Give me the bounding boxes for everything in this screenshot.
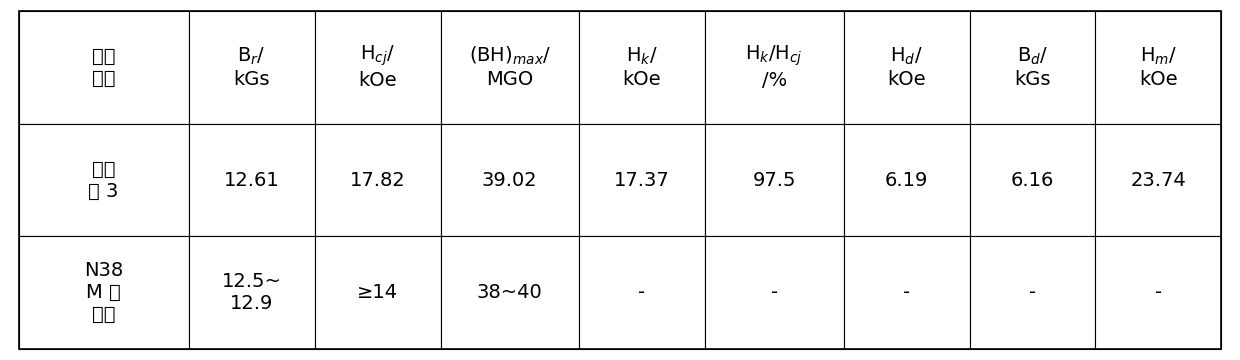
Bar	[315, 237, 440, 349]
Text: 12.5~
12.9: 12.5~ 12.9	[222, 272, 281, 313]
Text: 实施
例 3: 实施 例 3	[88, 159, 119, 201]
Bar	[188, 237, 315, 349]
Text: 6.19: 6.19	[885, 171, 929, 189]
Text: -: -	[1154, 283, 1162, 302]
Bar	[440, 237, 579, 349]
Text: H$_k$/
kOe: H$_k$/ kOe	[622, 46, 661, 89]
Text: B$_d$/
kGs: B$_d$/ kGs	[1014, 46, 1050, 89]
Text: H$_m$/
kOe: H$_m$/ kOe	[1140, 46, 1178, 89]
Bar	[843, 237, 970, 349]
Text: -: -	[1029, 283, 1037, 302]
Text: (BH)$_{max}$/
MGO: (BH)$_{max}$/ MGO	[469, 45, 551, 89]
Text: H$_d$/
kOe: H$_d$/ kOe	[887, 46, 926, 89]
Text: 17.37: 17.37	[614, 171, 670, 189]
Text: -: -	[903, 283, 910, 302]
Text: 检测
项目: 检测 项目	[92, 47, 115, 88]
Bar	[315, 123, 440, 237]
Bar	[19, 123, 188, 237]
Bar	[579, 123, 706, 237]
Bar	[706, 237, 843, 349]
Bar	[188, 123, 315, 237]
Bar	[315, 11, 440, 123]
Bar	[1095, 11, 1221, 123]
Text: 17.82: 17.82	[350, 171, 405, 189]
Bar	[579, 11, 706, 123]
Text: 23.74: 23.74	[1131, 171, 1187, 189]
Bar	[1095, 237, 1221, 349]
Text: 39.02: 39.02	[482, 171, 538, 189]
Bar	[843, 123, 970, 237]
Text: 6.16: 6.16	[1011, 171, 1054, 189]
Text: H$_k$/H$_{cj}$
/%: H$_k$/H$_{cj}$ /%	[745, 44, 804, 90]
Bar	[970, 11, 1095, 123]
Bar	[579, 237, 706, 349]
Text: N38
M 标
准件: N38 M 标 准件	[84, 261, 123, 324]
Bar	[706, 11, 843, 123]
Text: 97.5: 97.5	[753, 171, 796, 189]
Bar	[19, 237, 188, 349]
Bar	[188, 11, 315, 123]
Bar	[19, 11, 188, 123]
Bar	[1095, 123, 1221, 237]
Bar	[843, 11, 970, 123]
Text: ≥14: ≥14	[357, 283, 398, 302]
Text: -: -	[639, 283, 646, 302]
Text: 12.61: 12.61	[223, 171, 279, 189]
Text: B$_r$/
kGs: B$_r$/ kGs	[233, 46, 270, 89]
Bar	[440, 123, 579, 237]
Text: -: -	[771, 283, 777, 302]
Bar	[970, 237, 1095, 349]
Bar	[706, 123, 843, 237]
Bar	[440, 11, 579, 123]
Text: 38~40: 38~40	[477, 283, 543, 302]
Text: H$_{cj}$/
kOe: H$_{cj}$/ kOe	[358, 44, 397, 90]
Bar	[970, 123, 1095, 237]
